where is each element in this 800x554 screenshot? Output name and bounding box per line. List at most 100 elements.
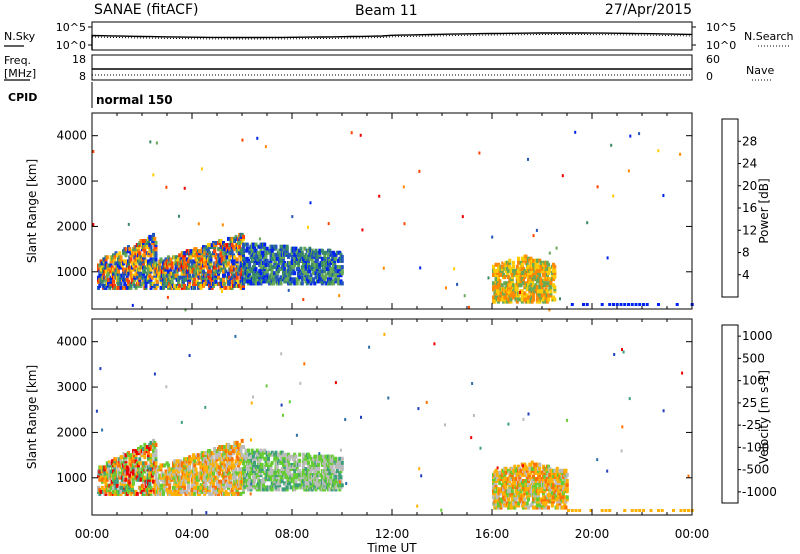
- heatmap-cell: [193, 253, 197, 258]
- heatmap-cell: [534, 470, 538, 475]
- heatmap-cell: [114, 457, 118, 462]
- heatmap-cell: [98, 469, 102, 474]
- heatmap-cell: [649, 509, 653, 512]
- heatmap-cell: [328, 471, 332, 476]
- heatmap-cell: [495, 472, 499, 477]
- heatmap-cell: [540, 285, 544, 290]
- heatmap-cell: [487, 276, 490, 280]
- heatmap-cell: [155, 477, 159, 482]
- heatmap-cell: [210, 455, 214, 460]
- heatmap-cell: [630, 509, 634, 512]
- heatmap-cell: [129, 257, 133, 262]
- heatmap-cell: [100, 473, 104, 478]
- heatmap-cell: [235, 267, 239, 272]
- heatmap-cell: [128, 461, 132, 466]
- heatmap-cell: [223, 281, 227, 286]
- heatmap-cell: [224, 477, 228, 482]
- heatmap-cell: [534, 283, 538, 288]
- heatmap-cell: [155, 469, 159, 474]
- heatmap-cell: [210, 491, 214, 496]
- heatmap-cell: [520, 295, 524, 300]
- heatmap-cell: [99, 281, 103, 286]
- heatmap-cell: [212, 241, 215, 245]
- heatmap-cell: [585, 303, 589, 306]
- time-tick-label: 12:00: [375, 527, 410, 541]
- heatmap-cell: [300, 483, 304, 488]
- heatmap-cell: [522, 271, 525, 275]
- heatmap-cell: [162, 491, 165, 496]
- heatmap-cell: [328, 460, 332, 465]
- heatmap-cell: [542, 295, 545, 300]
- heatmap-cell: [248, 479, 252, 484]
- heatmap-cell: [268, 248, 272, 253]
- heatmap-cell: [250, 460, 254, 465]
- heatmap-cell: [279, 281, 283, 286]
- heatmap-cell: [265, 462, 269, 467]
- heatmap-cell: [295, 475, 299, 480]
- heatmap-cell: [267, 250, 270, 255]
- heatmap-cell: [115, 253, 119, 258]
- heatmap-cell: [207, 271, 210, 276]
- heatmap-cell: [154, 243, 158, 248]
- heatmap-cell: [225, 255, 229, 260]
- heatmap-cell: [288, 271, 292, 276]
- heatmap-cell: [172, 271, 175, 276]
- heatmap-cell: [197, 453, 200, 458]
- time-tick-label: 00:00: [675, 527, 710, 541]
- heatmap-cell: [288, 400, 291, 404]
- heatmap-cell: [169, 471, 173, 476]
- heatmap-cell: [270, 460, 274, 465]
- heatmap-cell: [255, 254, 259, 259]
- heatmap-cell: [242, 489, 245, 494]
- heatmap-cell: [497, 291, 500, 296]
- heatmap-cell: [126, 452, 129, 455]
- heatmap-cell: [503, 275, 507, 280]
- heatmap-cell: [165, 477, 169, 482]
- heatmap-cell: [657, 509, 660, 512]
- heatmap-cell: [622, 350, 625, 354]
- nsearch-tick-top: 10^5: [706, 21, 736, 34]
- heatmap-cell: [303, 456, 307, 461]
- heatmap-cell: [494, 262, 498, 267]
- heatmap-cell: [138, 461, 142, 466]
- heatmap-cell: [259, 254, 263, 259]
- heatmap-cell: [217, 473, 220, 478]
- heatmap-cell: [272, 469, 275, 473]
- heatmap-cell: [306, 225, 309, 229]
- heatmap-cell: [193, 459, 197, 464]
- y-tick-label: 2000: [56, 425, 87, 439]
- time-axis: 00:00 04:00 08:00 12:00 16:00 20:00 00:00: [75, 527, 710, 541]
- colorbar-tick-label: 24: [742, 157, 757, 171]
- heatmap-cell: [250, 401, 253, 405]
- heatmap-cell: [139, 477, 143, 482]
- colorbar-tick-label: -100: [742, 440, 769, 454]
- heatmap-cell: [248, 269, 252, 274]
- heatmap-cell: [242, 234, 245, 239]
- heatmap-cell: [527, 497, 530, 502]
- heatmap-cell: [253, 450, 257, 455]
- heatmap-cell: [333, 273, 337, 278]
- heatmap-cell: [190, 483, 194, 488]
- heatmap-cell: [542, 479, 545, 483]
- heatmap-cell: [180, 420, 183, 424]
- heatmap-cell: [525, 466, 529, 471]
- heatmap-cell: [147, 241, 150, 245]
- heatmap-cell: [378, 194, 381, 198]
- heatmap-cell: [497, 285, 500, 290]
- heatmap-cell: [492, 273, 495, 277]
- heatmap-cell: [228, 463, 232, 468]
- heatmap-cell: [109, 277, 113, 282]
- heatmap-cell: [461, 215, 464, 219]
- heatmap-cell: [119, 281, 123, 286]
- heatmap-cell: [243, 485, 247, 490]
- heatmap-cell: [552, 495, 555, 500]
- heatmap-cell: [586, 221, 589, 225]
- heatmap-cell: [596, 185, 599, 189]
- heatmap-cell: [534, 485, 538, 490]
- heatmap-cell: [340, 456, 344, 461]
- heatmap-cell: [153, 372, 156, 376]
- heatmap-cell: [317, 467, 320, 471]
- heatmap-cell: [222, 241, 225, 245]
- heatmap-cell: [621, 425, 624, 429]
- heatmap-cell: [537, 264, 540, 269]
